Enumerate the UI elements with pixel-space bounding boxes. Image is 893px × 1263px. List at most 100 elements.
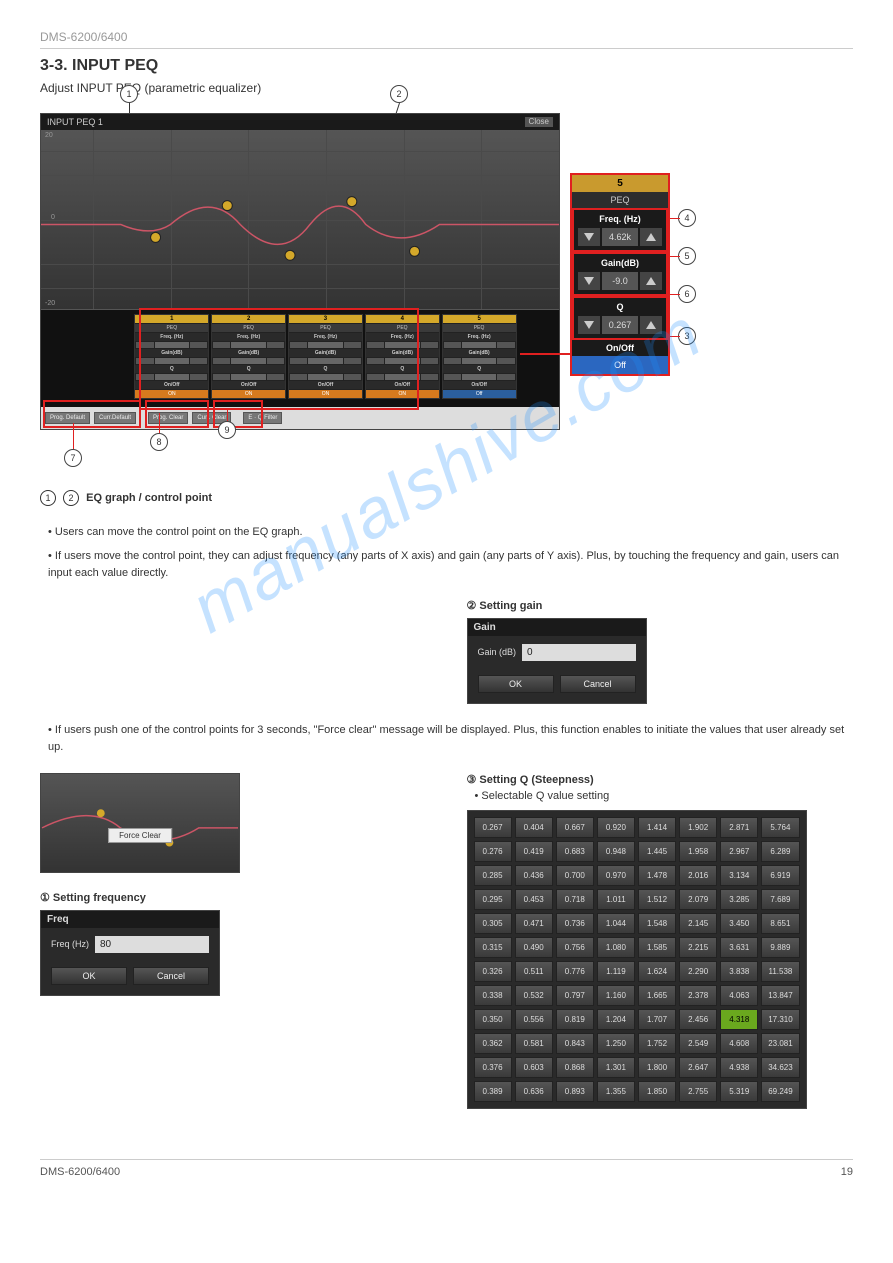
q-cell[interactable]: 2.871	[720, 817, 758, 838]
q-cell[interactable]: 1.850	[638, 1081, 676, 1102]
q-cell[interactable]: 0.471	[515, 913, 553, 934]
q-cell[interactable]: 9.889	[761, 937, 799, 958]
q-cell[interactable]: 0.683	[556, 841, 594, 862]
q-cell[interactable]: 0.490	[515, 937, 553, 958]
gain-ok-button[interactable]: OK	[478, 675, 554, 693]
q-cell[interactable]: 1.958	[679, 841, 717, 862]
q-cell[interactable]: 0.819	[556, 1009, 594, 1030]
freq-down-button[interactable]	[578, 228, 600, 246]
q-cell[interactable]: 2.967	[720, 841, 758, 862]
q-cell[interactable]: 1.355	[597, 1081, 635, 1102]
q-cell[interactable]: 0.667	[556, 817, 594, 838]
q-cell[interactable]: 0.362	[474, 1033, 512, 1054]
q-cell[interactable]: 2.456	[679, 1009, 717, 1030]
q-cell[interactable]: 3.134	[720, 865, 758, 886]
q-cell[interactable]: 0.453	[515, 889, 553, 910]
gain-value[interactable]: -9.0	[602, 272, 638, 290]
q-value[interactable]: 0.267	[602, 316, 638, 334]
q-cell[interactable]: 17.310	[761, 1009, 799, 1030]
q-cell[interactable]: 3.631	[720, 937, 758, 958]
q-cell[interactable]: 1.044	[597, 913, 635, 934]
q-cell[interactable]: 1.250	[597, 1033, 635, 1054]
q-cell[interactable]: 2.145	[679, 913, 717, 934]
gain-down-button[interactable]	[578, 272, 600, 290]
bottom-btn-prog-clear[interactable]: Prog. Clear	[148, 412, 188, 424]
q-cell[interactable]: 23.081	[761, 1033, 799, 1054]
freq-value[interactable]: 4.62k	[602, 228, 638, 246]
q-cell[interactable]: 0.970	[597, 865, 635, 886]
q-cell[interactable]: 2.378	[679, 985, 717, 1006]
freq-ok-button[interactable]: OK	[51, 967, 127, 985]
q-cell[interactable]: 0.636	[515, 1081, 553, 1102]
q-cell[interactable]: 0.756	[556, 937, 594, 958]
q-cell[interactable]: 11.538	[761, 961, 799, 982]
q-cell[interactable]: 1.204	[597, 1009, 635, 1030]
q-cell[interactable]: 1.902	[679, 817, 717, 838]
q-cell[interactable]: 6.289	[761, 841, 799, 862]
q-up-button[interactable]	[640, 316, 662, 334]
q-cell[interactable]: 0.267	[474, 817, 512, 838]
q-cell[interactable]: 0.350	[474, 1009, 512, 1030]
q-cell[interactable]: 2.647	[679, 1057, 717, 1078]
gain-cancel-button[interactable]: Cancel	[560, 675, 636, 693]
q-cell[interactable]: 0.419	[515, 841, 553, 862]
q-cell[interactable]: 1.624	[638, 961, 676, 982]
bottom-btn-curr-default[interactable]: Curr.Default	[94, 412, 136, 424]
q-cell[interactable]: 4.318	[720, 1009, 758, 1030]
gain-dialog-field[interactable]: 0	[522, 644, 635, 661]
q-cell[interactable]: 0.295	[474, 889, 512, 910]
q-cell[interactable]: 0.276	[474, 841, 512, 862]
q-cell[interactable]: 3.285	[720, 889, 758, 910]
q-cell[interactable]: 5.764	[761, 817, 799, 838]
q-cell[interactable]: 1.011	[597, 889, 635, 910]
q-cell[interactable]: 4.608	[720, 1033, 758, 1054]
q-cell[interactable]: 2.016	[679, 865, 717, 886]
q-cell[interactable]: 0.338	[474, 985, 512, 1006]
q-cell[interactable]: 0.326	[474, 961, 512, 982]
q-cell[interactable]: 4.938	[720, 1057, 758, 1078]
freq-up-button[interactable]	[640, 228, 662, 246]
q-cell[interactable]: 6.919	[761, 865, 799, 886]
close-button[interactable]: Close	[525, 117, 553, 127]
q-cell[interactable]: 0.389	[474, 1081, 512, 1102]
band-1[interactable]: 1PEQFreq. (Hz)Gain(dB)QOn/OffON	[134, 314, 209, 399]
q-cell[interactable]: 1.665	[638, 985, 676, 1006]
q-cell[interactable]: 0.581	[515, 1033, 553, 1054]
q-cell[interactable]: 1.160	[597, 985, 635, 1006]
q-cell[interactable]: 8.651	[761, 913, 799, 934]
band-5[interactable]: 5PEQFreq. (Hz)Gain(dB)QOn/OffOff	[442, 314, 517, 399]
q-cell[interactable]: 2.215	[679, 937, 717, 958]
q-cell[interactable]: 0.718	[556, 889, 594, 910]
q-cell[interactable]: 2.290	[679, 961, 717, 982]
q-cell[interactable]: 13.847	[761, 985, 799, 1006]
q-cell[interactable]: 0.776	[556, 961, 594, 982]
q-cell[interactable]: 1.752	[638, 1033, 676, 1054]
band-4[interactable]: 4PEQFreq. (Hz)Gain(dB)QOn/OffON	[365, 314, 440, 399]
q-cell[interactable]: 1.585	[638, 937, 676, 958]
bottom-btn-e-q-filter[interactable]: E · Q Filter	[243, 412, 282, 424]
q-down-button[interactable]	[578, 316, 600, 334]
q-cell[interactable]: 1.119	[597, 961, 635, 982]
q-cell[interactable]: 0.893	[556, 1081, 594, 1102]
q-cell[interactable]: 0.376	[474, 1057, 512, 1078]
q-cell[interactable]: 3.450	[720, 913, 758, 934]
q-cell[interactable]: 0.736	[556, 913, 594, 934]
q-cell[interactable]: 1.512	[638, 889, 676, 910]
q-cell[interactable]: 3.838	[720, 961, 758, 982]
band-3[interactable]: 3PEQFreq. (Hz)Gain(dB)QOn/OffON	[288, 314, 363, 399]
q-cell[interactable]: 0.404	[515, 817, 553, 838]
q-cell[interactable]: 0.603	[515, 1057, 553, 1078]
force-clear-chip[interactable]: Force Clear	[108, 828, 172, 843]
q-cell[interactable]: 0.700	[556, 865, 594, 886]
q-cell[interactable]: 0.511	[515, 961, 553, 982]
q-cell[interactable]: 2.079	[679, 889, 717, 910]
bottom-btn-prog-default[interactable]: Prog. Default	[45, 412, 90, 424]
q-cell[interactable]: 1.080	[597, 937, 635, 958]
q-cell[interactable]: 2.755	[679, 1081, 717, 1102]
q-cell[interactable]: 1.800	[638, 1057, 676, 1078]
q-cell[interactable]: 69.249	[761, 1081, 799, 1102]
q-cell[interactable]: 0.305	[474, 913, 512, 934]
gain-up-button[interactable]	[640, 272, 662, 290]
q-cell[interactable]: 2.549	[679, 1033, 717, 1054]
band-2[interactable]: 2PEQFreq. (Hz)Gain(dB)QOn/OffON	[211, 314, 286, 399]
